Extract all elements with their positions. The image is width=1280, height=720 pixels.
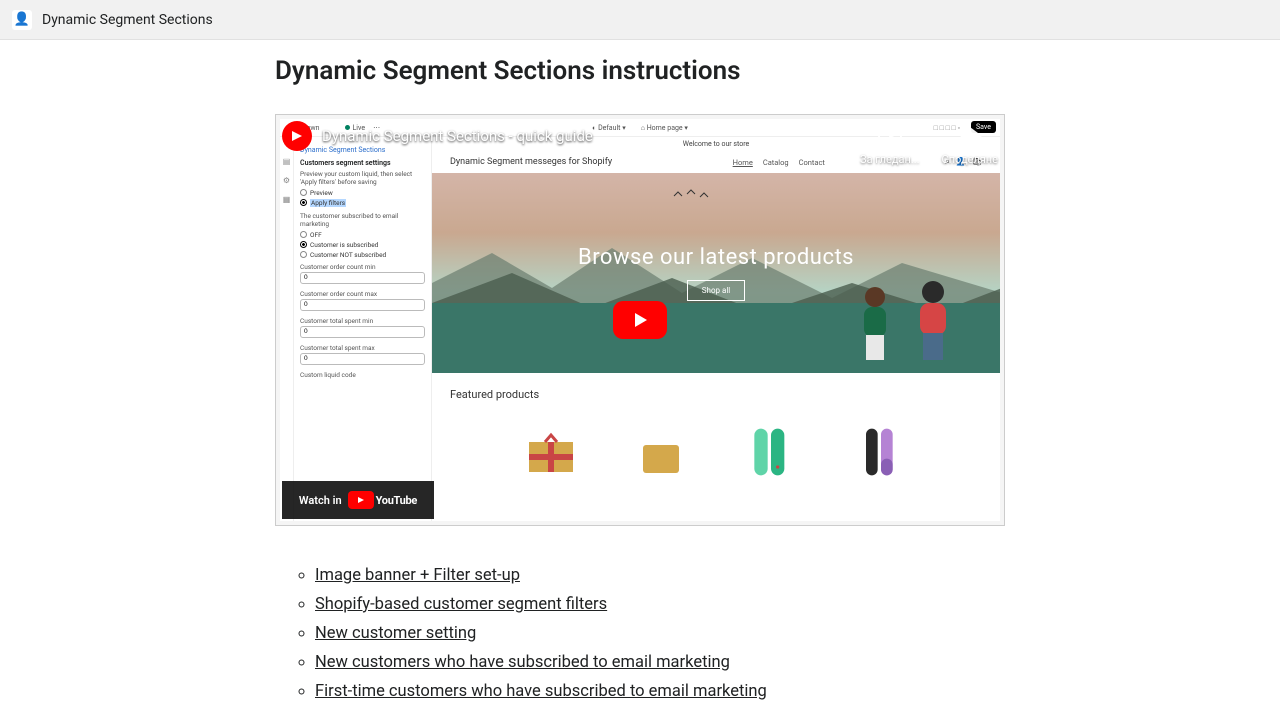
order-max-input[interactable] (300, 299, 425, 311)
radio-off[interactable]: OFF (300, 231, 425, 239)
device-icons[interactable]: □ □ □ □ ▫ (934, 124, 960, 132)
page-title: Dynamic Segment Sections instructions (275, 56, 1005, 86)
page-selector[interactable]: ⌂ Home page ▾ (641, 124, 688, 132)
editor-preview: Welcome to our store Dynamic Segment mes… (432, 137, 1000, 521)
apps-icon[interactable]: ▦ (283, 195, 291, 204)
live-label: Live (353, 124, 366, 132)
liquid-label: Custom liquid code (300, 371, 425, 379)
product-item[interactable] (851, 427, 911, 477)
toc-link[interactable]: First-time customers who have subscribed… (315, 682, 1005, 701)
editor-sidebar: ▤ ⚙ ▦ Dynamic Segment Sections Customers… (280, 137, 432, 521)
theme-name: Dawn (302, 124, 320, 132)
save-button[interactable]: Save (971, 121, 996, 133)
radio-apply-filters[interactable]: Apply filters (300, 199, 425, 207)
radio-not-subscribed[interactable]: Customer NOT subscribed (300, 251, 425, 259)
search-icon[interactable]: ⌕ (945, 157, 949, 167)
toc-link[interactable]: Image banner + Filter set-up (315, 566, 1005, 585)
sections-icon[interactable]: ▤ (283, 157, 291, 166)
app-icon: 👤 (12, 10, 32, 30)
spent-max-input[interactable] (300, 353, 425, 365)
toc-links: Image banner + Filter set-up Shopify-bas… (315, 566, 1005, 701)
editor-topbar: ⋮ Dawn Live ⋯ ◐ Default ▾ ⌂ Home page ▾ … (280, 119, 1000, 137)
youtube-icon (348, 491, 374, 509)
product-item[interactable] (631, 427, 691, 477)
featured-title: Featured products (450, 388, 982, 401)
spent-min-input[interactable] (300, 326, 425, 338)
email-heading: The customer subscribed to email marketi… (300, 212, 425, 229)
order-min-input[interactable] (300, 272, 425, 284)
top-bar: 👤 Dynamic Segment Sections (0, 0, 1280, 40)
settings-icon[interactable]: ⚙ (283, 176, 290, 185)
product-item[interactable] (741, 427, 801, 477)
hero-button[interactable]: Shop all (687, 280, 745, 301)
product-row (450, 417, 982, 477)
sidebar-tabs[interactable]: ▤ ⚙ ▦ (280, 137, 294, 521)
toc-link[interactable]: New customers who have subscribed to ema… (315, 653, 1005, 672)
radio-preview[interactable]: Preview (300, 189, 425, 197)
spent-max-label: Customer total spent max (300, 344, 425, 352)
store-nav[interactable]: Home Catalog Contact (733, 158, 825, 167)
instruction-text: Preview your custom liquid, then select … (300, 170, 425, 187)
hero-title: Browse our latest products (578, 245, 854, 270)
top-bar-title: Dynamic Segment Sections (42, 12, 213, 28)
nav-home[interactable]: Home (733, 158, 753, 167)
store-icons[interactable]: ⌕ 👤 🛍 (945, 157, 982, 167)
account-icon[interactable]: 👤 (956, 157, 966, 167)
play-button[interactable] (613, 301, 667, 339)
radio-subscribed[interactable]: Customer is subscribed (300, 241, 425, 249)
default-selector[interactable]: ◐ Default ▾ (592, 124, 626, 132)
product-item[interactable] (521, 427, 581, 477)
welcome-bar: Welcome to our store (432, 137, 1000, 151)
watch-on-youtube[interactable]: Watch in YouTube (282, 481, 434, 519)
order-min-label: Customer order count min (300, 263, 425, 271)
cart-icon[interactable]: 🛍 (972, 157, 982, 167)
nav-catalog[interactable]: Catalog (763, 158, 789, 167)
app-link[interactable]: Dynamic Segment Sections (300, 146, 425, 154)
section-heading: Customers segment settings (300, 159, 425, 167)
hero-banner: Browse our latest products Shop all (432, 173, 1000, 373)
spent-min-label: Customer total spent min (300, 317, 425, 325)
order-max-label: Customer order count max (300, 290, 425, 298)
toc-link[interactable]: New customer setting (315, 624, 1005, 643)
video-embed[interactable]: ⋮ Dawn Live ⋯ ◐ Default ▾ ⌂ Home page ▾ … (275, 114, 1005, 526)
store-brand: Dynamic Segment messeges for Shopify (450, 157, 612, 167)
nav-contact[interactable]: Contact (799, 158, 825, 167)
toc-link[interactable]: Shopify-based customer segment filters (315, 595, 1005, 614)
